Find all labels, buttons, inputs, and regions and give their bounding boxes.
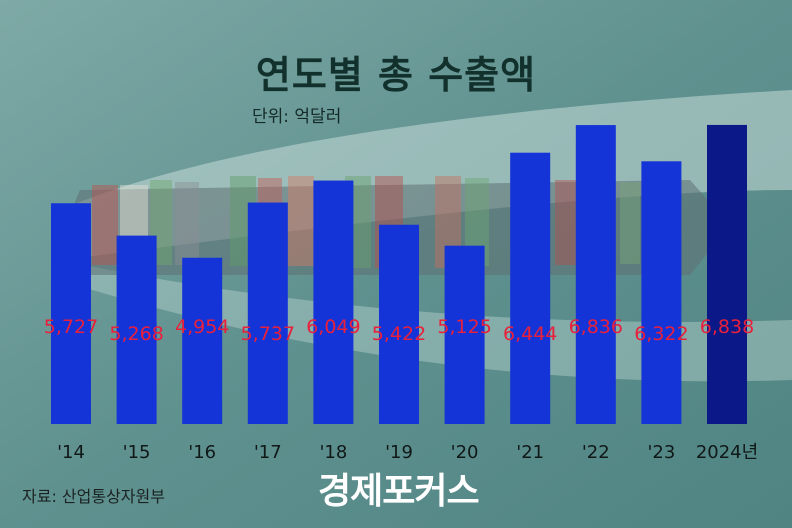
- brand-logo: 경제포커스: [318, 471, 480, 512]
- x-tick-label-0: '14: [57, 442, 85, 463]
- bar-6: [444, 245, 485, 424]
- value-label-0: 5,727: [44, 316, 98, 338]
- x-tick-label-8: '22: [582, 442, 610, 463]
- value-label-2: 4,954: [175, 316, 229, 338]
- x-tick-label-10: 2024년: [696, 442, 758, 463]
- x-tick-label-5: '19: [385, 442, 413, 463]
- x-tick-label-9: '23: [647, 442, 675, 463]
- value-labels-group: 5,727 5,268 4,954 5,737 6,049 5,422 5,125 6,444…: [44, 316, 754, 345]
- value-label-4: 6,049: [306, 316, 360, 338]
- bar-7: [510, 152, 551, 424]
- bar-3: [247, 202, 288, 424]
- x-tick-label-2: '16: [188, 442, 216, 463]
- x-tick-label-3: '17: [254, 442, 282, 463]
- bar-10: [707, 124, 747, 425]
- bar-8: [575, 125, 616, 424]
- value-label-5: 5,422: [372, 323, 426, 345]
- value-label-9: 6,322: [634, 323, 688, 345]
- x-tick-label-6: '20: [451, 442, 479, 463]
- source-note: 자료: 산업통상자원부: [22, 487, 165, 506]
- value-label-8: 6,836: [569, 316, 623, 338]
- bar-0: [51, 203, 91, 424]
- value-label-1: 5,268: [109, 323, 163, 345]
- x-axis-labels-group: '14 '15 '16 '17 '18 '19 '20 '21 '22 '23 2024년: [57, 442, 758, 463]
- x-tick-label-4: '18: [319, 442, 347, 463]
- x-tick-label-1: '15: [123, 442, 151, 463]
- bar-1: [116, 235, 157, 424]
- bar-2: [182, 257, 223, 424]
- chart-title: 연도별 총 수출액: [255, 53, 537, 97]
- value-label-6: 5,125: [437, 316, 491, 338]
- bar-4: [313, 180, 354, 424]
- value-label-10: 6,838: [700, 316, 754, 338]
- value-label-3: 5,737: [241, 323, 295, 345]
- bar-9: [641, 161, 682, 424]
- bars-group: [51, 124, 747, 425]
- bar-5: [379, 224, 419, 424]
- value-label-7: 6,444: [503, 323, 557, 345]
- x-tick-label-7: '21: [516, 442, 544, 463]
- unit-label: 단위: 억달러: [252, 107, 342, 127]
